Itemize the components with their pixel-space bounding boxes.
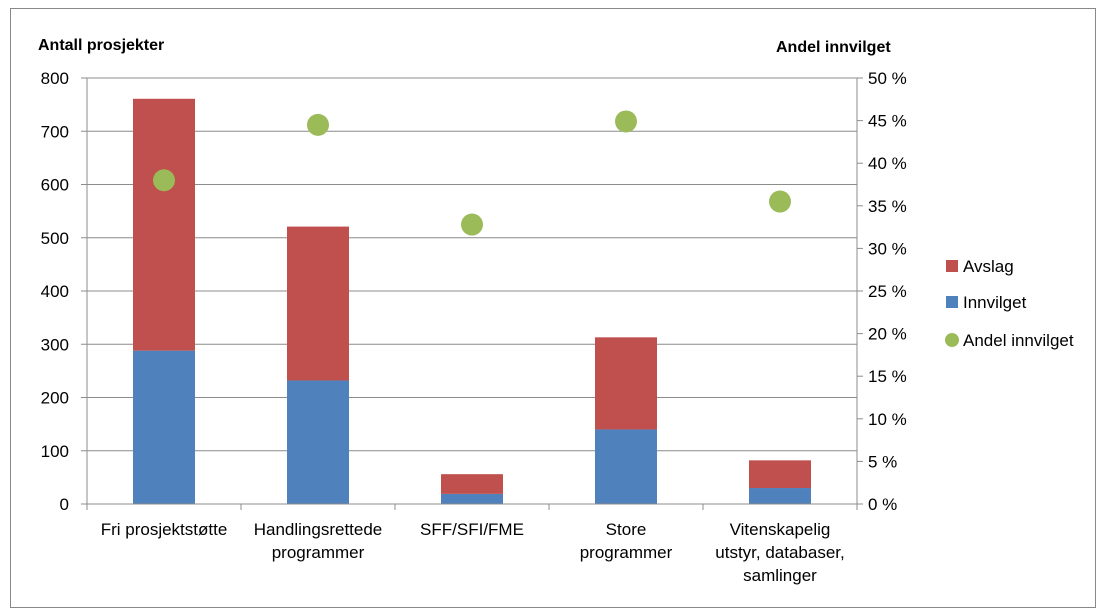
axes: [81, 77, 863, 510]
bar-innvilget: [287, 380, 349, 504]
legend-label: Avslag: [963, 257, 1014, 276]
bar-innvilget: [595, 429, 657, 504]
legend: Avslag Innvilget Andel innvilget: [945, 257, 1074, 350]
y-tick-label: 700: [41, 122, 69, 141]
legend-swatch: [946, 260, 958, 272]
y-tick-label: 0: [60, 495, 69, 514]
y2-tick-label: 45 %: [868, 112, 907, 131]
legend-label: Innvilget: [963, 293, 1027, 312]
share-points: [153, 110, 791, 236]
tick-labels: 0 100 200 300 400 500 600 700 800 0 % 5 % 10 % 15 % 2…: [41, 69, 907, 585]
y-axis-title: Antall prosjekter: [38, 37, 164, 54]
bar-innvilget: [133, 350, 195, 504]
x-category-label: Fri prosjektstøtte: [101, 520, 228, 539]
y2-tick-label: 5 %: [868, 452, 897, 471]
y-tick-label: 400: [41, 282, 69, 301]
y-tick-label: 500: [41, 229, 69, 248]
chart-svg: 0 100 200 300 400 500 600 700 800 0 % 5 % 10 % 15 % 2…: [38, 37, 1074, 585]
bar-avslag: [595, 337, 657, 430]
y2-tick-label: 10 %: [868, 410, 907, 429]
share-point: [307, 113, 329, 136]
bar-avslag: [441, 474, 503, 494]
share-point: [615, 110, 637, 133]
y-tick-label: 800: [41, 69, 69, 88]
share-point: [461, 213, 483, 236]
y-tick-label: 300: [41, 335, 69, 354]
bar-avslag: [287, 226, 349, 381]
bar-avslag: [133, 98, 195, 351]
x-category-label: Handlingsrettede: [254, 520, 383, 539]
bars: [133, 98, 811, 504]
bar-innvilget: [749, 488, 811, 504]
y2-tick-label: 25 %: [868, 282, 907, 301]
legend-marker: [945, 333, 959, 347]
legend-swatch: [946, 296, 958, 308]
x-category-label: Store: [606, 520, 647, 539]
y-tick-label: 600: [41, 176, 69, 195]
y-tick-label: 200: [41, 389, 69, 408]
x-category-label: SFF/SFI/FME: [420, 520, 524, 539]
y2-axis-title: Andel innvilget: [776, 39, 891, 56]
x-category-label: samlinger: [743, 566, 817, 585]
x-category-label: utstyr, databaser,: [715, 543, 844, 562]
y2-tick-label: 40 %: [868, 154, 907, 173]
share-point: [769, 190, 791, 213]
y2-tick-label: 0 %: [868, 495, 897, 514]
share-point: [153, 169, 175, 192]
y2-tick-label: 50 %: [868, 69, 907, 88]
bar-avslag: [749, 460, 811, 489]
y2-tick-label: 15 %: [868, 367, 907, 386]
y2-tick-label: 30 %: [868, 239, 907, 258]
gridlines: [87, 77, 857, 452]
y2-tick-label: 20 %: [868, 325, 907, 344]
bar-innvilget: [441, 493, 503, 504]
y-tick-label: 100: [41, 442, 69, 461]
x-category-label: programmer: [580, 543, 673, 562]
x-category-label: programmer: [272, 543, 365, 562]
x-category-label: Vitenskapelig: [730, 520, 831, 539]
legend-label: Andel innvilget: [963, 331, 1074, 350]
y2-tick-label: 35 %: [868, 197, 907, 216]
